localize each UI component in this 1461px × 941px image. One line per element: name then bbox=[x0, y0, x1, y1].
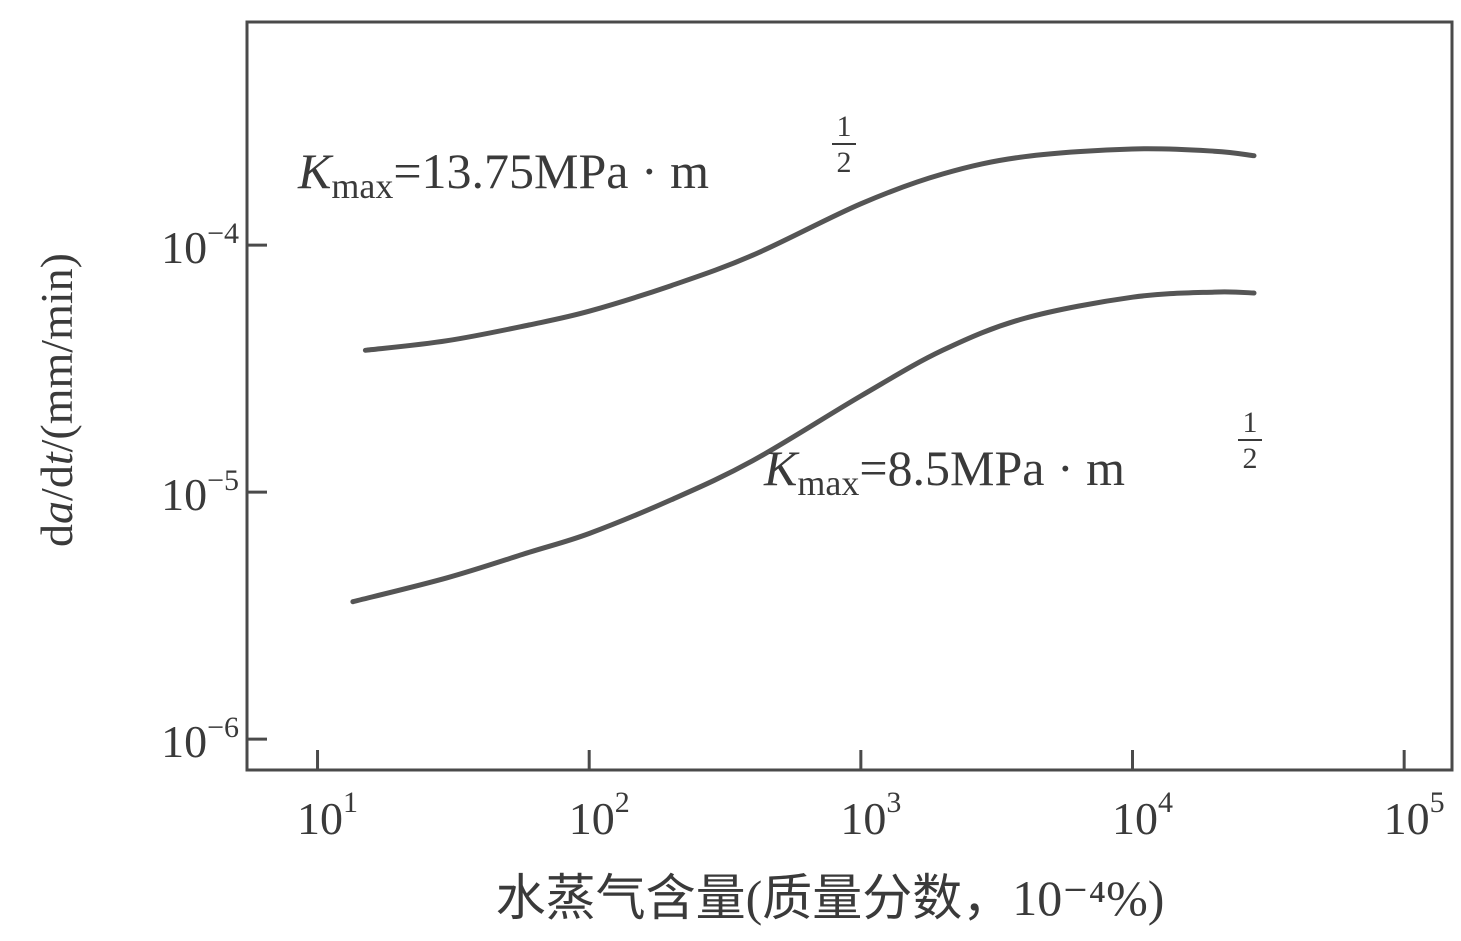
x-tick-label: 104 bbox=[1112, 786, 1173, 844]
series-line-1 bbox=[362, 146, 1257, 353]
series-label-exponent-numerator: 1 bbox=[1243, 406, 1258, 439]
y-axis-label-part: /(mm/min) bbox=[31, 253, 82, 452]
x-tick-label-exponent: 2 bbox=[615, 786, 630, 819]
y-axis-label-part: t bbox=[31, 451, 82, 465]
y-axis-ticks: 10−610−510−4 bbox=[161, 217, 267, 767]
y-tick-label-base: 10 bbox=[161, 716, 207, 767]
x-tick-label: 102 bbox=[569, 786, 630, 844]
y-tick-label: 10−6 bbox=[161, 711, 239, 767]
y-tick-label-base: 10 bbox=[161, 222, 207, 273]
series-layer bbox=[350, 146, 1257, 605]
x-axis-label: 水蒸气含量(质量分数，10⁻⁴%) bbox=[496, 870, 1165, 926]
x-tick-label-base: 10 bbox=[1112, 793, 1158, 844]
x-tick-label-base: 10 bbox=[297, 793, 343, 844]
y-axis-label-part: /d bbox=[31, 465, 82, 501]
x-tick-label-base: 10 bbox=[1384, 793, 1430, 844]
series-line-2 bbox=[350, 289, 1257, 605]
x-tick-label-base: 10 bbox=[840, 793, 886, 844]
y-tick-label-base: 10 bbox=[161, 469, 207, 520]
y-axis-label: da/dt/(mm/min) bbox=[31, 253, 82, 547]
y-axis-label-part: d bbox=[31, 524, 82, 547]
y-axis-label-part: a bbox=[31, 501, 82, 524]
series-label-exponent-denominator: 2 bbox=[1243, 442, 1258, 475]
series-label-exponent-denominator: 2 bbox=[837, 146, 852, 179]
series-label-exponent-numerator: 1 bbox=[837, 110, 852, 143]
x-tick-label: 101 bbox=[297, 786, 358, 844]
y-tick-label: 10−4 bbox=[161, 217, 239, 273]
y-tick-label-exponent: −5 bbox=[207, 464, 239, 497]
x-tick-label-exponent: 1 bbox=[343, 786, 358, 819]
series-label-2: Kmax=8.5MPa · m bbox=[763, 440, 1125, 503]
y-tick-label: 10−5 bbox=[161, 464, 239, 520]
x-tick-label: 105 bbox=[1384, 786, 1445, 844]
x-tick-label-base: 10 bbox=[569, 793, 615, 844]
series-label-1: Kmax=13.75MPa · m bbox=[297, 143, 709, 206]
x-tick-label-exponent: 4 bbox=[1158, 786, 1173, 819]
x-tick-label: 103 bbox=[840, 786, 901, 844]
x-tick-label-exponent: 5 bbox=[1430, 786, 1445, 819]
x-axis-ticks: 101 102 103 104 105 bbox=[297, 750, 1445, 844]
y-tick-label-exponent: −4 bbox=[207, 217, 239, 250]
plot-frame bbox=[245, 20, 1454, 772]
x-tick-label-exponent: 3 bbox=[886, 786, 901, 819]
y-tick-label-exponent: −6 bbox=[207, 711, 239, 744]
